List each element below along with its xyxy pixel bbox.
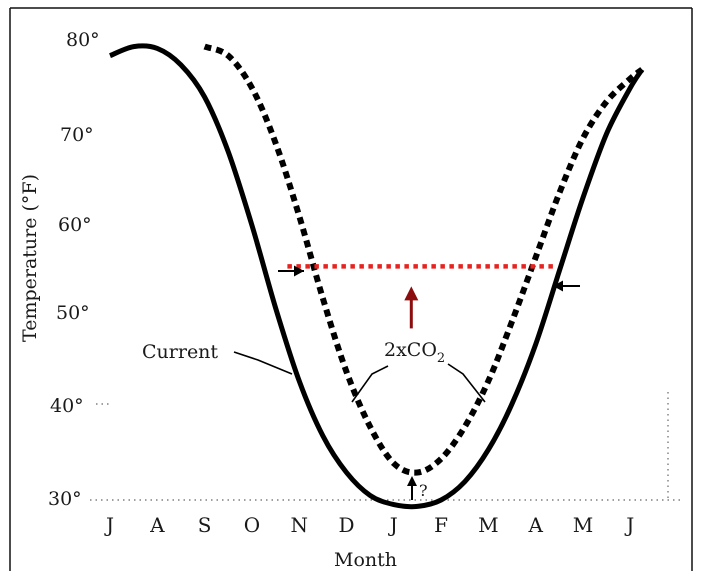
month-label: J [104,513,114,537]
co2-leader-line-right [447,363,486,403]
month-label: M [478,513,498,537]
month-label: O [244,513,260,537]
series-line-2xco2 [203,43,644,476]
month-label: D [338,513,354,537]
warming-arrow-head [404,286,419,301]
warming-arrow [404,286,419,329]
y-axis-title: Temperature (°F) [19,174,41,342]
current-leader-line [233,351,293,375]
left-shift-arrow [278,265,304,277]
series-lines [109,43,645,510]
y-axis-tick-labels: 80° 70° 60° 50° 40° 30° [48,29,100,510]
x-axis-title: Month [334,549,397,571]
month-label: A [149,513,165,537]
month-label: J [388,513,398,537]
month-label: S [198,513,212,537]
ytick-label-50: 50° [56,302,90,324]
co2-leader-line-left [351,365,389,403]
series-line-current [109,43,645,510]
month-label: F [434,513,448,537]
co2-label-main: 2xCO [384,339,437,361]
ytick-label-60: 60° [58,214,92,236]
month-label: A [527,513,543,537]
minimum-shift-arrow [407,476,417,500]
month-label: J [624,513,634,537]
right-shift-arrow [553,280,580,292]
month-label: M [573,513,593,537]
ytick-label-40: 40° [50,395,84,417]
ytick-label-80: 80° [66,29,100,51]
current-series-label: Current [142,341,218,363]
ytick-label-30: 30° [48,488,82,510]
question-mark-label: ? [419,481,428,500]
co2-series-label: 2xCO2 [384,339,445,366]
ytick-label-70: 70° [60,124,94,146]
co2-label-subscript: 2 [437,351,445,366]
month-label: N [290,513,308,537]
